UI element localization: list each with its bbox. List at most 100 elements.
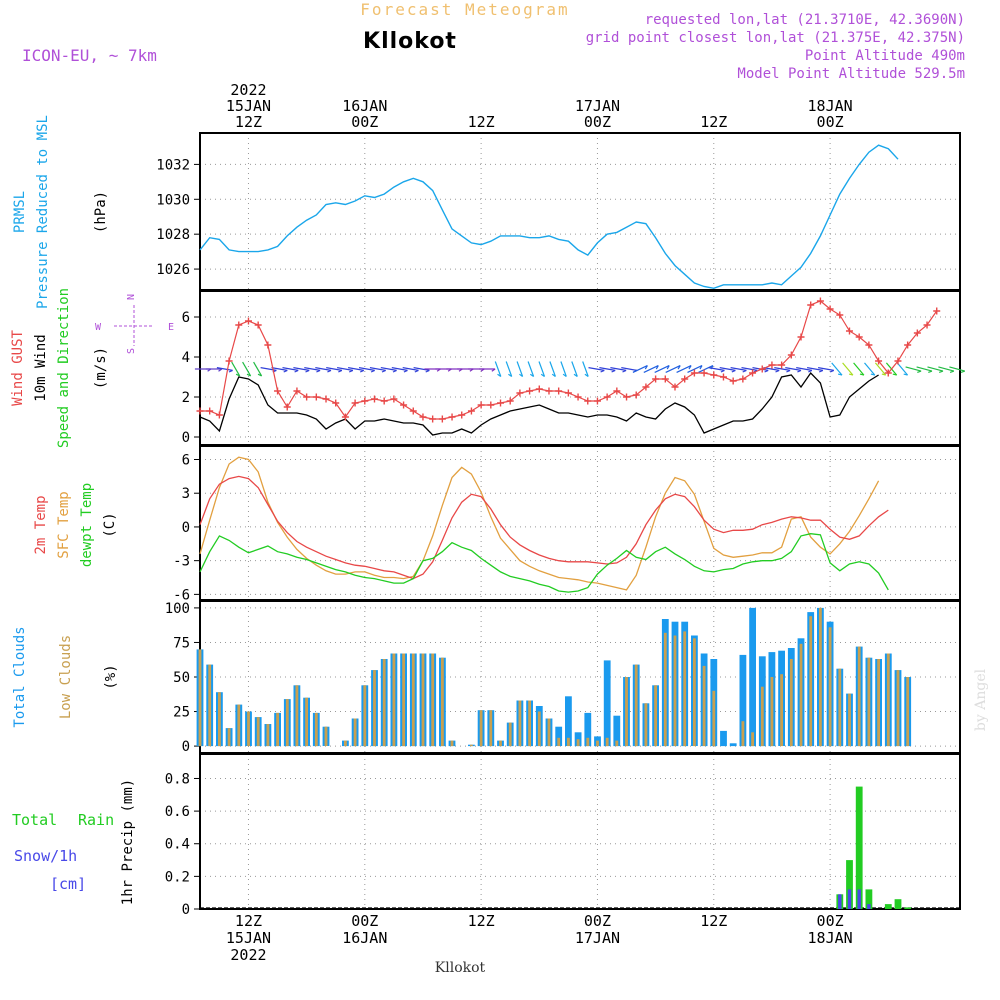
wind-arrow	[516, 361, 524, 377]
low-cloud-bar	[402, 653, 405, 747]
temp-labels: 2m Temp SFC Temp dewpt Temp (C)	[33, 483, 118, 567]
gust-marker	[225, 357, 233, 365]
model-label: ICON-EU, ~ 7km	[22, 46, 157, 65]
grid-point-coords: grid point closest lon,lat (21.375E, 42.…	[586, 30, 965, 46]
panel-frame	[199, 753, 961, 910]
gust-marker	[506, 397, 514, 405]
bottom-time-label: 12Z	[235, 912, 262, 930]
wind-arrow	[304, 367, 321, 371]
wind-arrow	[730, 367, 747, 371]
low-cloud-bar	[625, 677, 628, 747]
gust-marker	[865, 341, 873, 349]
gust-marker	[448, 413, 456, 421]
wind-arrow	[842, 362, 854, 376]
wind-arrow-head	[573, 373, 578, 377]
wind-arrow-head	[359, 369, 365, 373]
low-cloud-bar	[576, 739, 580, 747]
wind-arrow	[817, 367, 834, 371]
wind-arrow	[741, 367, 758, 371]
compass-n: N	[126, 294, 137, 300]
low-cloud-bar	[819, 607, 822, 747]
total-cloud-bar	[584, 712, 592, 747]
wind-arrow-head	[218, 368, 223, 372]
gust-marker	[293, 387, 301, 395]
gust-marker	[312, 393, 320, 401]
low-cloud-bar	[314, 712, 318, 747]
wind-labels: Wind GUST 10m Wind Speed and Direction (…	[10, 288, 174, 448]
top-time-label: 00Z	[817, 113, 844, 131]
gust-marker	[923, 321, 931, 329]
top-time-label: 00Z	[584, 113, 611, 131]
temperature-panel: -6 -3 0 3 6	[173, 445, 961, 603]
gust-marker	[380, 397, 388, 405]
wind-arrow	[831, 362, 843, 376]
gust-marker	[215, 411, 223, 419]
low-cloud-bar	[634, 664, 638, 747]
low-cloud-bar	[567, 737, 570, 747]
y-tick-label: 6	[182, 452, 190, 468]
gust-marker	[807, 301, 815, 309]
wind-arrow	[676, 365, 692, 373]
wind-arrow	[916, 366, 933, 372]
gust-marker	[361, 397, 369, 405]
wind-arrow-head	[414, 369, 419, 373]
top-time-label: 00Z	[351, 113, 378, 131]
gust-marker	[845, 327, 853, 335]
wind-arrow-head	[425, 369, 430, 373]
snow-bar	[857, 889, 861, 909]
wind-arrow-head	[655, 365, 659, 370]
low-cloud-bar	[324, 726, 328, 746]
wind-arrow	[358, 367, 375, 371]
wind-arrow-head	[917, 370, 922, 373]
temp-label-dewpt: dewpt Temp	[79, 483, 95, 567]
wind-arrow-head	[928, 370, 933, 373]
y-tick-label: 50	[173, 670, 190, 686]
wind-arrow-head	[797, 369, 802, 373]
pressure-line	[199, 144, 899, 290]
gust-marker	[274, 387, 282, 395]
gust-marker	[729, 377, 737, 385]
gust-marker	[778, 361, 786, 369]
wind-arrow-head	[837, 373, 843, 376]
point-altitude: Point Altitude 490m	[805, 48, 965, 64]
low-cloud-bar	[906, 677, 910, 747]
low-cloud-bar	[857, 646, 861, 747]
top-time-label: 12Z	[700, 113, 727, 131]
top-time-label: 15JAN	[226, 97, 271, 115]
y-tick-label: 0	[182, 739, 190, 755]
wind-arrow	[708, 367, 725, 371]
low-cloud-bar	[789, 659, 793, 747]
rain-bar	[855, 786, 863, 909]
watermark: by Angel	[973, 668, 989, 731]
wind-arrow-head	[519, 373, 523, 377]
requested-coords: requested lon,lat (21.3710E, 42.3690N)	[645, 12, 965, 28]
top-time-label: 12Z	[235, 113, 262, 131]
wind-arrow-head	[348, 369, 354, 373]
wind-arrow	[785, 367, 802, 371]
wind-arrow-head	[392, 369, 397, 373]
wind-arrow	[347, 367, 364, 371]
y-tick-label: 75	[173, 635, 190, 651]
wind-arrow	[621, 367, 638, 371]
y-tick-label: 25	[173, 705, 190, 721]
wind-arrow-head	[508, 373, 513, 377]
gust-marker	[574, 393, 582, 401]
wind-arrow	[698, 365, 714, 373]
chart-subtitle: Forecast Meteogram	[360, 0, 569, 19]
total-cloud-bar	[749, 607, 756, 747]
temp-unit: (C)	[102, 512, 118, 537]
wind-arrow	[253, 361, 263, 377]
wind-arrow-head	[881, 373, 886, 376]
low-cloud-bar	[663, 632, 667, 747]
low-cloud-bar	[557, 737, 561, 747]
location-title: Kllokot	[363, 29, 457, 54]
wind-arrow-head	[939, 370, 944, 373]
low-cloud-bar	[644, 703, 648, 747]
gust-marker	[303, 393, 311, 401]
wind-arrow	[896, 362, 909, 376]
low-cloud-bar	[654, 685, 657, 747]
wind-arrow-head	[305, 369, 310, 373]
wind-panel: 0 2 4 6	[182, 290, 965, 446]
low-cloud-bar	[537, 711, 541, 746]
y-tick-label: 0.6	[165, 804, 190, 820]
